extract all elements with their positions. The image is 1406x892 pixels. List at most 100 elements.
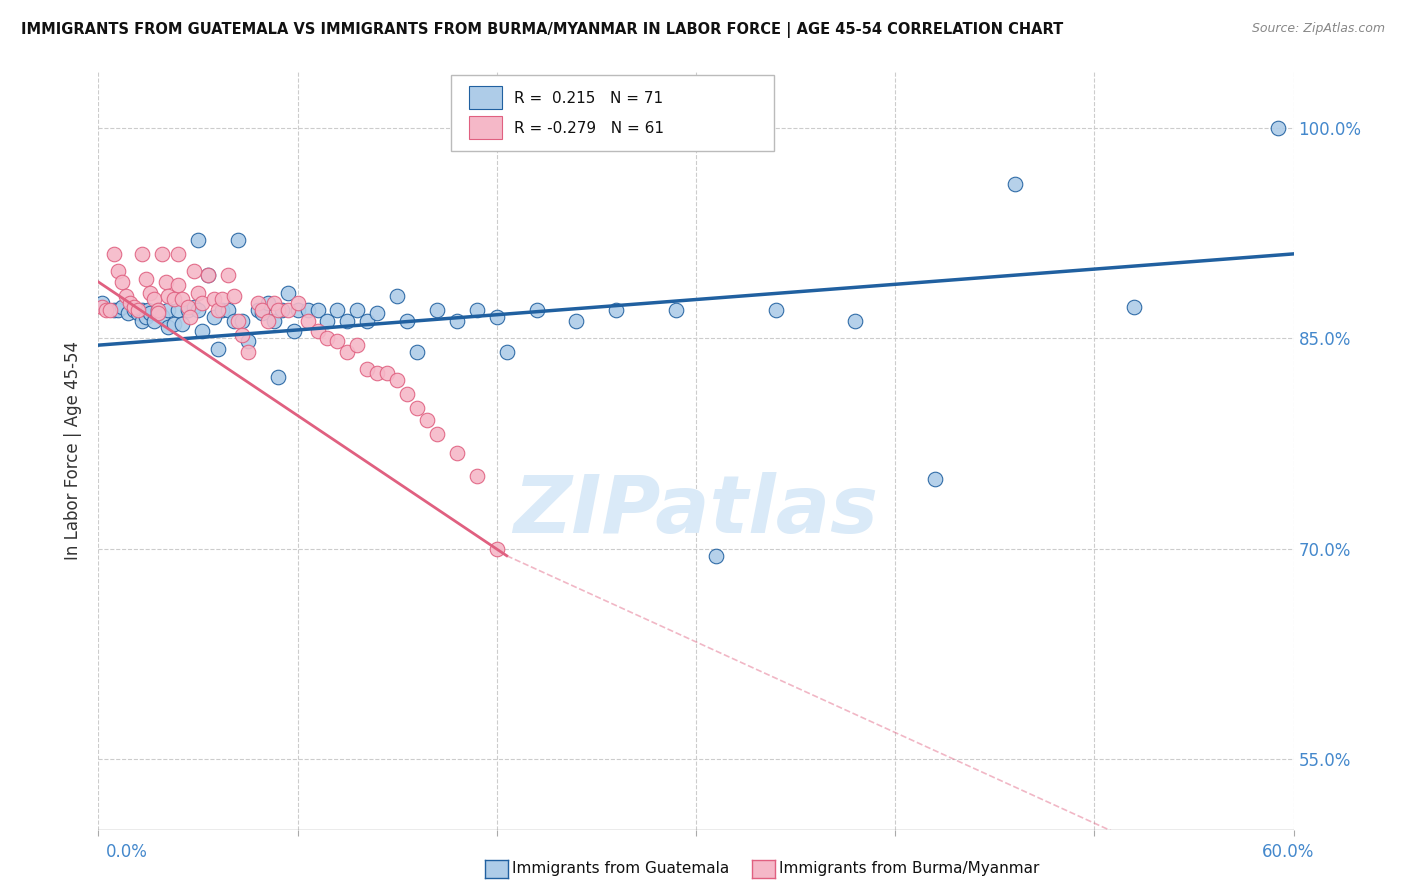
Point xyxy=(135,310,157,324)
Point xyxy=(150,309,173,323)
Point xyxy=(256,314,278,328)
Point xyxy=(844,314,866,328)
Point xyxy=(297,314,319,328)
Point xyxy=(765,303,787,318)
Point xyxy=(1123,300,1146,314)
Point xyxy=(326,303,349,318)
Point xyxy=(222,314,245,328)
Point xyxy=(231,328,253,343)
Point xyxy=(326,334,349,348)
Point xyxy=(356,362,378,376)
Bar xyxy=(470,87,502,109)
Point xyxy=(187,303,209,318)
Point xyxy=(250,303,273,318)
Point xyxy=(665,303,688,318)
Point xyxy=(135,272,157,286)
Point xyxy=(263,296,285,310)
Point xyxy=(179,310,201,324)
Point xyxy=(246,303,269,318)
Point xyxy=(336,314,359,328)
Text: Source: ZipAtlas.com: Source: ZipAtlas.com xyxy=(1251,22,1385,36)
Point xyxy=(446,314,468,328)
Point xyxy=(131,247,153,261)
Point xyxy=(167,303,190,318)
Point xyxy=(385,373,409,387)
Point xyxy=(375,366,398,380)
Point xyxy=(177,300,200,314)
Point xyxy=(406,401,429,416)
Point xyxy=(446,446,468,460)
Point xyxy=(406,345,429,359)
Point xyxy=(172,292,194,306)
Point xyxy=(465,303,488,318)
Point xyxy=(191,324,214,338)
Point xyxy=(117,306,139,320)
Point xyxy=(124,303,146,318)
Point xyxy=(107,303,129,318)
Point xyxy=(91,300,114,314)
Point xyxy=(1267,120,1289,135)
Point xyxy=(270,303,292,318)
Point xyxy=(115,289,138,303)
Point xyxy=(107,264,129,278)
Point xyxy=(267,303,290,318)
Point xyxy=(148,306,170,320)
Point xyxy=(172,317,194,331)
Point xyxy=(131,303,153,318)
Point xyxy=(148,306,170,320)
Point xyxy=(187,233,209,247)
Point xyxy=(465,468,488,483)
Point xyxy=(287,296,309,310)
Point xyxy=(246,296,269,310)
Point xyxy=(202,310,225,324)
Point xyxy=(495,345,517,359)
Point xyxy=(222,289,245,303)
Point xyxy=(263,314,285,328)
Bar xyxy=(470,116,502,139)
Point xyxy=(277,303,299,318)
Point xyxy=(396,314,419,328)
Point xyxy=(157,289,180,303)
Point xyxy=(366,306,388,320)
Point xyxy=(143,292,166,306)
Point xyxy=(226,314,249,328)
Text: 0.0%: 0.0% xyxy=(105,843,148,861)
Point xyxy=(183,300,205,314)
Point xyxy=(346,303,368,318)
Point xyxy=(163,317,186,331)
Point xyxy=(96,303,118,318)
Point xyxy=(197,268,219,282)
Point xyxy=(120,296,142,310)
Text: ZIPatlas: ZIPatlas xyxy=(513,472,879,550)
Point xyxy=(103,303,125,318)
Text: Immigrants from Burma/Myanmar: Immigrants from Burma/Myanmar xyxy=(779,862,1039,876)
Point xyxy=(91,296,114,310)
Point xyxy=(148,303,170,318)
Point xyxy=(277,286,299,301)
Point xyxy=(416,412,439,426)
Point xyxy=(236,334,259,348)
Point xyxy=(231,314,253,328)
Point xyxy=(924,471,946,485)
Point xyxy=(127,306,149,320)
Point xyxy=(250,306,273,320)
Point xyxy=(396,387,419,401)
Point xyxy=(157,303,180,318)
FancyBboxPatch shape xyxy=(451,75,773,151)
Point xyxy=(236,345,259,359)
Point xyxy=(366,366,388,380)
Point xyxy=(316,314,339,328)
Y-axis label: In Labor Force | Age 45-54: In Labor Force | Age 45-54 xyxy=(65,341,83,560)
Point xyxy=(191,296,214,310)
Point xyxy=(267,370,290,384)
Text: 60.0%: 60.0% xyxy=(1263,843,1315,861)
Point xyxy=(207,343,229,357)
Point xyxy=(287,303,309,318)
Point xyxy=(139,286,162,301)
Point xyxy=(356,314,378,328)
Point xyxy=(148,303,170,318)
Point xyxy=(426,426,449,441)
Point xyxy=(283,324,305,338)
Point xyxy=(98,303,122,318)
Point xyxy=(207,303,229,318)
